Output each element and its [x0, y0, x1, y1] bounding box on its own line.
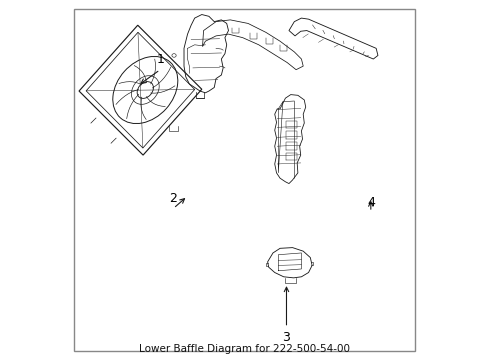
Text: 2: 2 — [169, 192, 177, 205]
Text: 4: 4 — [366, 195, 374, 208]
Text: 1: 1 — [156, 53, 164, 66]
Text: 3: 3 — [282, 331, 290, 344]
Text: Lower Baffle Diagram for 222-500-54-00: Lower Baffle Diagram for 222-500-54-00 — [139, 344, 349, 354]
